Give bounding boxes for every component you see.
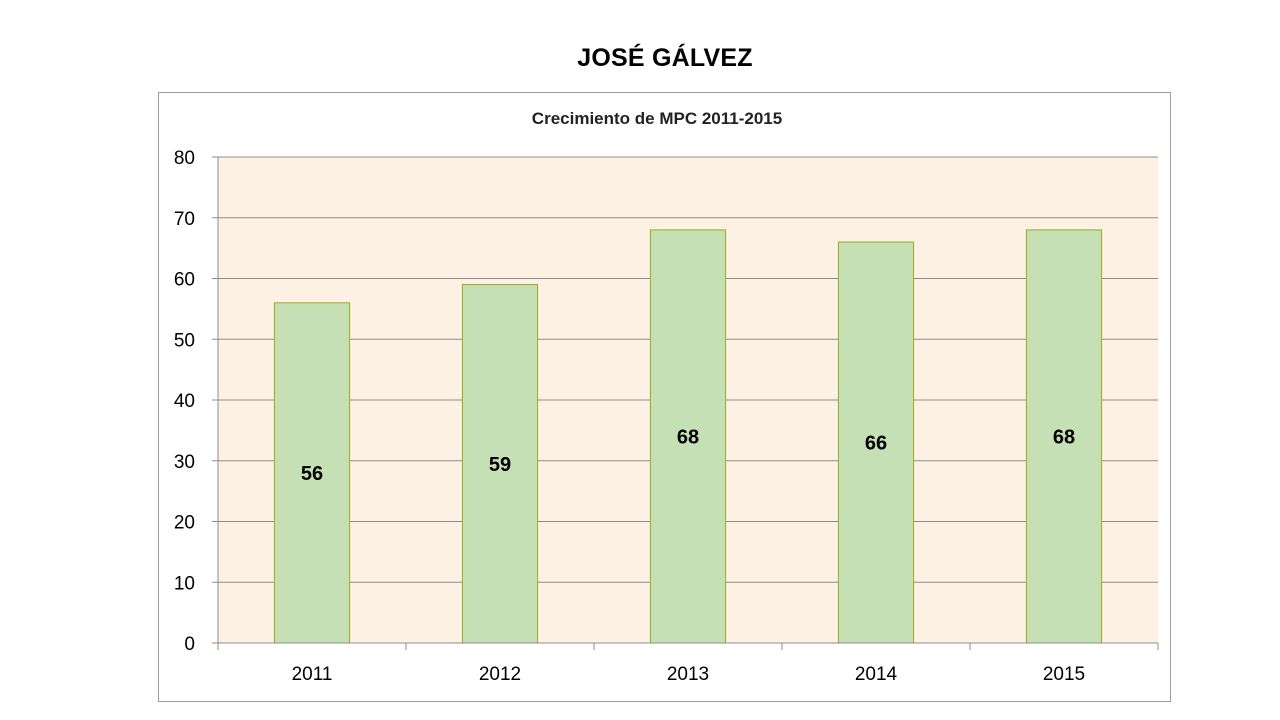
labels: 0 10 20 30 40 50 60 70 80 56 2011 59 2012 68 2013 66 201… — [174, 148, 1085, 685]
data-label: 68 — [1053, 426, 1075, 448]
axes — [212, 156, 1159, 650]
bar — [1025, 229, 1103, 644]
chart-frame: Crecimiento de MPC 2011-2015 0 10 20 30 40 50… — [158, 92, 1171, 702]
y-tick-label: 80 — [174, 148, 195, 169]
x-tick-label: 2015 — [1043, 664, 1085, 685]
y-tick-label: 10 — [174, 573, 195, 594]
bar — [837, 241, 915, 644]
y-tick-label: 30 — [174, 452, 195, 473]
y-tick-label: 20 — [174, 513, 195, 534]
y-tick-label: 60 — [174, 270, 195, 291]
data-label: 56 — [301, 463, 323, 485]
data-label: 59 — [489, 454, 511, 476]
bar — [461, 284, 539, 644]
y-tick-label: 0 — [184, 634, 195, 655]
chart-title: Crecimiento de MPC 2011-2015 — [532, 109, 782, 128]
bar-chart: Crecimiento de MPC 2011-2015 0 10 20 30 40 50… — [174, 109, 1159, 685]
x-tick-label: 2011 — [292, 664, 333, 685]
y-tick-label: 70 — [174, 209, 195, 230]
bar — [273, 302, 351, 644]
x-tick-label: 2013 — [667, 664, 709, 685]
bars — [273, 229, 1103, 644]
x-tick-label: 2012 — [479, 664, 521, 685]
y-tick-label: 50 — [174, 330, 195, 351]
data-label: 66 — [865, 433, 887, 455]
page-title: JOSÉ GÁLVEZ — [577, 44, 753, 72]
bar — [649, 229, 727, 644]
y-tick-label: 40 — [174, 391, 195, 412]
data-label: 68 — [677, 426, 699, 448]
x-tick-label: 2014 — [855, 664, 898, 685]
